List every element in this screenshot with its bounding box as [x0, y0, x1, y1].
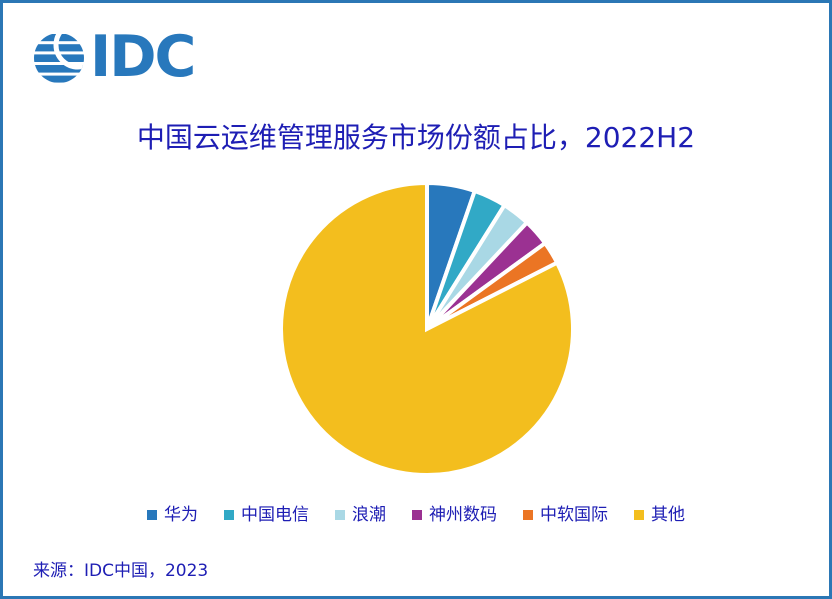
legend-marker-icon: [523, 510, 533, 521]
legend-label: 中软国际: [540, 505, 608, 525]
pie-chart: [275, 177, 579, 481]
legend-label: 神州数码: [429, 505, 497, 525]
pie-slice: [279, 180, 575, 477]
legend-label: 华为: [164, 505, 198, 525]
legend-item-digital-china: 神州数码: [412, 505, 497, 525]
legend-marker-icon: [412, 510, 422, 521]
chart-title: 中国云运维管理服务市场份额占比，2022H2: [136, 121, 696, 154]
idc-logo-text: IDC: [90, 24, 196, 90]
legend-item-others: 其他: [634, 505, 685, 525]
legend-label: 其他: [651, 505, 685, 525]
legend-marker-icon: [335, 510, 345, 521]
legend-item-china-telecom: 中国电信: [224, 505, 309, 525]
legend-item-chinasoft: 中软国际: [523, 505, 608, 525]
chart-legend: 华为 中国电信 浪潮 神州数码 中软国际 其他: [3, 505, 829, 525]
legend-label: 中国电信: [241, 505, 309, 525]
idc-globe-icon: [34, 32, 84, 83]
source-note: 来源：IDC中国，2023: [33, 561, 209, 581]
idc-logo: IDC: [33, 24, 196, 90]
legend-marker-icon: [147, 510, 157, 521]
legend-marker-icon: [224, 510, 234, 521]
legend-item-huawei: 华为: [147, 505, 198, 525]
pie-chart-svg: [279, 180, 575, 477]
legend-marker-icon: [634, 510, 644, 521]
legend-item-inspur: 浪潮: [335, 505, 386, 525]
legend-label: 浪潮: [352, 505, 386, 525]
